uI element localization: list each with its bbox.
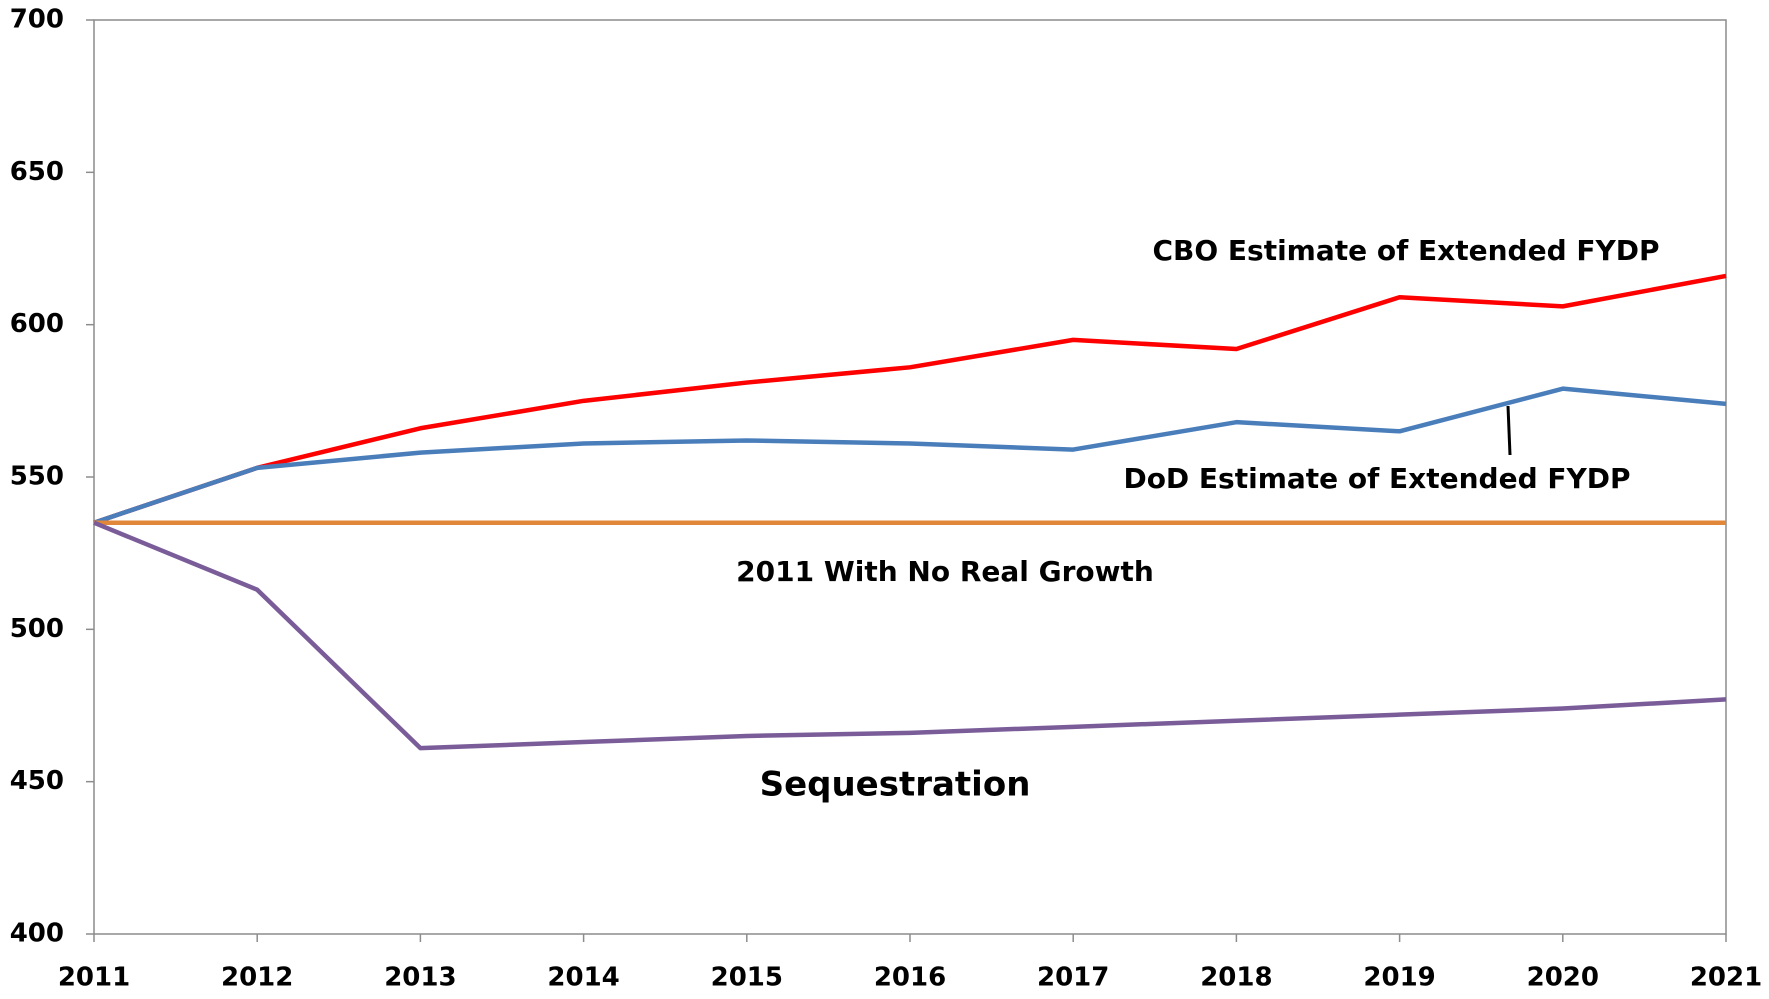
y-tick-label: 550 [10, 462, 64, 492]
y-tick-label: 650 [10, 157, 64, 187]
series-line [93, 273, 1727, 525]
x-tick-label: 2016 [874, 963, 946, 993]
x-tick-label: 2013 [384, 963, 456, 993]
series-line [93, 520, 1727, 751]
x-tick-label: 2015 [711, 963, 783, 993]
y-tick-label: 700 [10, 5, 64, 35]
series-label: DoD Estimate of Extended FYDP [1123, 462, 1630, 495]
series-label: Sequestration [760, 765, 1031, 805]
x-tick-label: 2018 [1200, 963, 1272, 993]
x-tick-label: 2019 [1363, 963, 1435, 993]
series-label: 2011 With No Real Growth [736, 555, 1154, 588]
y-tick-label: 450 [10, 766, 64, 796]
x-tick-label: 2011 [58, 963, 130, 993]
y-tick-label: 600 [10, 309, 64, 339]
series-label: CBO Estimate of Extended FYDP [1152, 234, 1659, 267]
x-tick-label: 2014 [547, 963, 619, 993]
leader-line [1506, 405, 1512, 456]
x-tick-label: 2017 [1037, 963, 1109, 993]
x-tick-label: 2020 [1527, 963, 1599, 993]
y-tick-label: 400 [10, 919, 64, 949]
x-tick-label: 2012 [221, 963, 293, 993]
x-tick-label: 2021 [1690, 963, 1762, 993]
y-tick-label: 500 [10, 614, 64, 644]
series-line [93, 386, 1727, 525]
